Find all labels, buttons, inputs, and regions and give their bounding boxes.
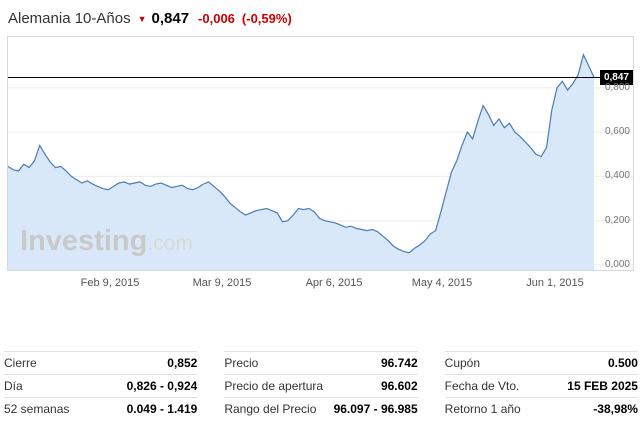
x-axis-labels: Feb 9, 2015 Mar 9, 2015 Apr 6, 2015 May 4, … — [8, 277, 634, 293]
stat-row-precio: Precio 96.742 — [224, 351, 418, 374]
x-tick-label: Mar 9, 2015 — [192, 277, 252, 289]
quote-header: Alemania 10-Años ▼ 0,847 -0,006 (-0,59%) — [8, 7, 292, 29]
current-price-tag: 0,847 — [599, 70, 633, 85]
stat-label: 52 semanas — [4, 402, 70, 416]
stat-value: 0,852 — [167, 356, 198, 370]
stat-row-52-semanas: 52 semanas 0.049 - 1.419 — [4, 397, 198, 420]
stat-value: 96.097 - 96.985 — [333, 402, 418, 416]
stat-label: Día — [4, 379, 23, 393]
stats-column: Cierre 0,852 Día 0,826 - 0,924 52 semanas 0.0… — [4, 351, 198, 420]
price-change-percent: (-0,59%) — [241, 10, 292, 26]
stat-label: Rango del Precio — [224, 402, 317, 416]
stat-row-rango-del-precio: Rango del Precio 96.097 - 96.985 — [224, 397, 418, 420]
stat-row-precio-de-apertura: Precio de apertura 96.602 — [224, 374, 418, 397]
last-price: 0,847 — [151, 9, 190, 27]
x-tick-label: May 4, 2015 — [411, 277, 473, 289]
stat-row-fecha-de-vto: Fecha de Vto. 15 FEB 2025 — [444, 374, 638, 397]
price-down-arrow-icon: ▼ — [137, 13, 147, 24]
stat-value: 15 FEB 2025 — [567, 379, 638, 393]
stat-value: 0,826 - 0,924 — [126, 379, 198, 393]
stats-column: Cupón 0.500 Fecha de Vto. 15 FEB 2025 Retorn… — [444, 351, 638, 420]
stat-row-d-a: Día 0,826 - 0,924 — [4, 374, 198, 397]
stat-row-retorno-1-a-o: Retorno 1 año -38,98% — [444, 397, 638, 420]
x-tick-label: Apr 6, 2015 — [305, 277, 363, 289]
price-line — [8, 52, 595, 254]
stats-table: Cierre 0,852 Día 0,826 - 0,924 52 semanas 0.0… — [4, 351, 638, 420]
stat-row-cierre: Cierre 0,852 — [4, 351, 198, 374]
stats-column: Precio 96.742 Precio de apertura 96.602 Rang… — [224, 351, 418, 420]
stat-value: 0.500 — [607, 356, 638, 370]
stat-label: Cierre — [4, 356, 37, 370]
stat-row-cup-n: Cupón 0.500 — [444, 351, 638, 374]
stat-value: 96.602 — [380, 379, 418, 393]
stat-label: Cupón — [444, 356, 481, 370]
x-tick-label: Jun 1, 2015 — [526, 277, 584, 289]
stat-label: Precio de apertura — [224, 379, 324, 393]
stat-value: 96.742 — [380, 356, 418, 370]
price-chart[interactable] — [8, 37, 633, 270]
stat-label: Fecha de Vto. — [444, 379, 520, 393]
price-change: -0,006 — [198, 10, 235, 26]
instrument-title: Alemania 10-Años — [8, 9, 131, 27]
chart-panel: Investing.com 0,847 0,000 0,200 0,400 0,600… — [7, 36, 634, 271]
stat-label: Retorno 1 año — [444, 402, 521, 416]
x-tick-label: Feb 9, 2015 — [80, 277, 140, 289]
price-area — [8, 54, 594, 270]
stat-value: -38,98% — [593, 402, 638, 416]
stat-label: Precio — [224, 356, 259, 370]
stat-value: 0.049 - 1.419 — [126, 402, 198, 416]
